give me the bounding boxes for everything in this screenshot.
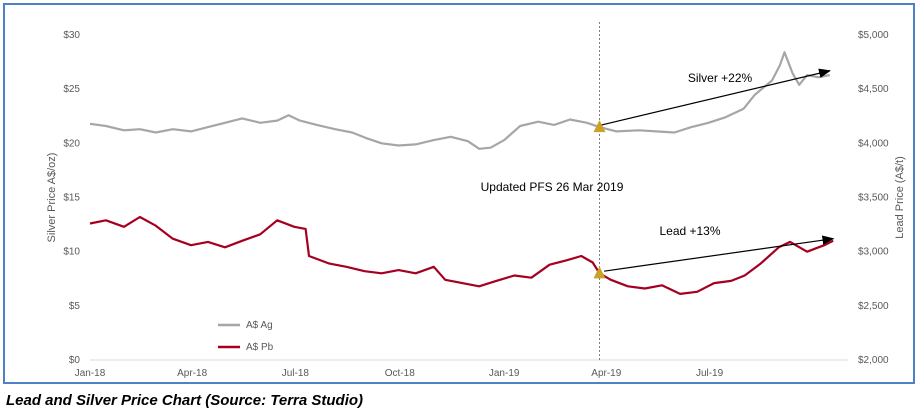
chart-frame: [3, 3, 915, 384]
event-marker-lead: [593, 266, 606, 279]
trend-arrow-silver: [601, 68, 832, 126]
y-right-tick-label: $4,000: [858, 138, 889, 149]
legend: A$ Ag A$ Pb: [218, 320, 274, 353]
y-right-tick-label: $5,000: [858, 30, 889, 41]
trend-label-lead: Lead +13%: [659, 224, 720, 238]
chart-marks: [89, 22, 834, 360]
trend-label-silver: Silver +22%: [688, 71, 753, 85]
series-line-silver: [89, 51, 831, 150]
x-tick-label: Apr-18: [177, 368, 207, 379]
y-left-tick-label: $10: [63, 247, 80, 258]
x-tick-label: Jan-19: [489, 368, 520, 379]
y-left-tick-label: $25: [63, 84, 80, 95]
lead-silver-price-chart: $0 $5 $10 $15 $20 $25 $30 $2,000 $2,500 $3,000 $3,…: [46, 22, 906, 379]
axes: $0 $5 $10 $15 $20 $25 $30 $2,000 $2,500 $3,000 $3,…: [46, 30, 906, 379]
y-left-tick-label: $20: [63, 138, 80, 149]
y-left-tick-label: $5: [69, 301, 81, 312]
y-right-tick-label: $2,500: [858, 301, 889, 312]
legend-label: A$ Pb: [246, 342, 274, 353]
y-right-tick-label: $4,500: [858, 84, 889, 95]
x-tick-label: Jul-19: [696, 368, 724, 379]
x-tick-label: Jul-18: [282, 368, 310, 379]
trend-arrow-lead: [603, 235, 835, 272]
y-right-tick-label: $3,500: [858, 193, 889, 204]
y-right-tick-label: $2,000: [858, 355, 889, 366]
y-left-tick-label: $30: [63, 30, 80, 41]
chart-caption: Lead and Silver Price Chart (Source: Ter…: [6, 392, 364, 409]
legend-label: A$ Ag: [246, 320, 273, 331]
y-right-tick-label: $3,000: [858, 247, 889, 258]
y-left-axis-title: Silver Price A$/oz): [46, 153, 58, 243]
series-line-lead: [89, 215, 834, 295]
y-right-axis-title: Lead Price (A$/t): [894, 156, 906, 239]
event-line-label: Updated PFS 26 Mar 2019: [481, 180, 624, 194]
x-tick-label: Jan-18: [75, 368, 106, 379]
x-tick-label: Apr-19: [591, 368, 621, 379]
y-left-tick-label: $0: [69, 355, 81, 366]
x-tick-label: Oct-18: [385, 368, 415, 379]
annotations: Updated PFS 26 Mar 2019 Silver +22% Lead +…: [481, 68, 835, 272]
event-marker-silver: [593, 120, 606, 133]
y-left-tick-label: $15: [63, 193, 80, 204]
